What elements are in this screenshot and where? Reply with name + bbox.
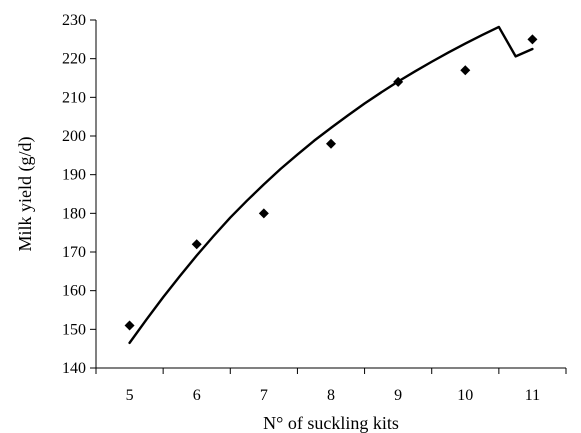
data-point-diamond: [527, 34, 538, 45]
x-tick-label: 6: [193, 387, 201, 404]
y-axis: 140 150 160 170 180 190 200 210 220 230: [62, 12, 97, 377]
y-tick-label: 170: [62, 244, 86, 261]
x-tick-label: 9: [394, 387, 402, 404]
x-tick-label: 10: [457, 387, 473, 404]
data-point-diamond: [124, 320, 135, 331]
y-tick-label: 230: [62, 12, 86, 29]
x-axis-title: N° of suckling kits: [263, 413, 399, 433]
y-tick-label: 160: [62, 283, 86, 300]
x-tick-label: 7: [260, 387, 268, 404]
x-tick-label: 11: [525, 387, 540, 404]
data-point-diamond: [258, 208, 269, 219]
y-tick-label: 220: [62, 51, 86, 68]
series-layer: [124, 25, 538, 345]
data-point-diamond: [393, 76, 404, 87]
y-tick-label: 150: [62, 321, 86, 338]
y-tick-label: 210: [62, 89, 86, 106]
y-tick-label: 190: [62, 167, 86, 184]
y-tick-label: 140: [62, 360, 86, 377]
data-point-diamond: [326, 138, 336, 149]
x-tick-label: 8: [327, 387, 335, 404]
x-axis: 5 6 7 8 9 10 11: [95, 367, 567, 404]
x-tick-label: 5: [126, 387, 134, 404]
y-tick-label: 200: [62, 128, 86, 145]
y-tick-label: 180: [62, 205, 86, 222]
labels-layer: N° of suckling kits Milk yield (g/d): [15, 137, 399, 433]
y-axis-title: Milk yield (g/d): [15, 137, 36, 252]
data-point-diamond: [191, 239, 202, 250]
trend-line: [128, 25, 534, 345]
data-point-diamond: [460, 65, 471, 76]
